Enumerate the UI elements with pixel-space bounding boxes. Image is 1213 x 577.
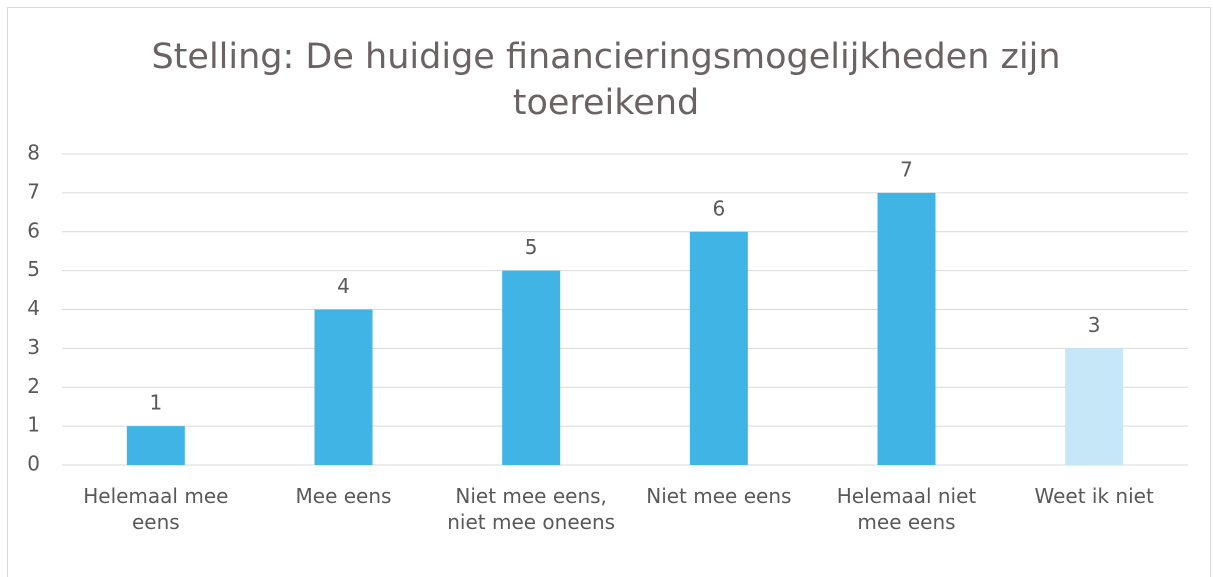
data-label: 1 (149, 391, 162, 415)
bar (502, 270, 561, 465)
y-tick-label: 8 (27, 141, 40, 165)
bar (314, 309, 373, 465)
y-tick-label: 6 (27, 218, 40, 242)
x-tick-label: Weet ik niet (1034, 484, 1154, 508)
y-tick-label: 5 (27, 257, 40, 281)
y-tick-label: 7 (27, 179, 40, 203)
bar (126, 426, 185, 465)
data-label: 4 (337, 274, 350, 298)
y-tick-label: 4 (27, 296, 40, 320)
x-tick-label: Mee eens (295, 484, 392, 508)
bar (877, 192, 936, 465)
chart-title: Stelling: De huidige financieringsmogeli… (151, 37, 1061, 123)
data-label: 5 (525, 235, 538, 259)
data-label: 3 (1088, 313, 1101, 337)
y-tick-label: 3 (27, 335, 40, 359)
data-label: 7 (900, 157, 913, 181)
bar (1065, 348, 1124, 465)
y-tick-label: 0 (27, 452, 40, 476)
x-tick-label: Helemaal mee eens (83, 484, 229, 534)
x-tick-label: Niet mee eens, niet mee oneens (447, 484, 616, 534)
bar (689, 231, 748, 465)
y-tick-label: 2 (27, 374, 40, 398)
data-label: 6 (712, 196, 725, 220)
chart-frame (7, 7, 1211, 577)
y-tick-label: 1 (27, 413, 40, 437)
x-tick-label: Helemaal niet mee eens (836, 484, 977, 534)
x-tick-label: Niet mee eens (646, 484, 792, 508)
